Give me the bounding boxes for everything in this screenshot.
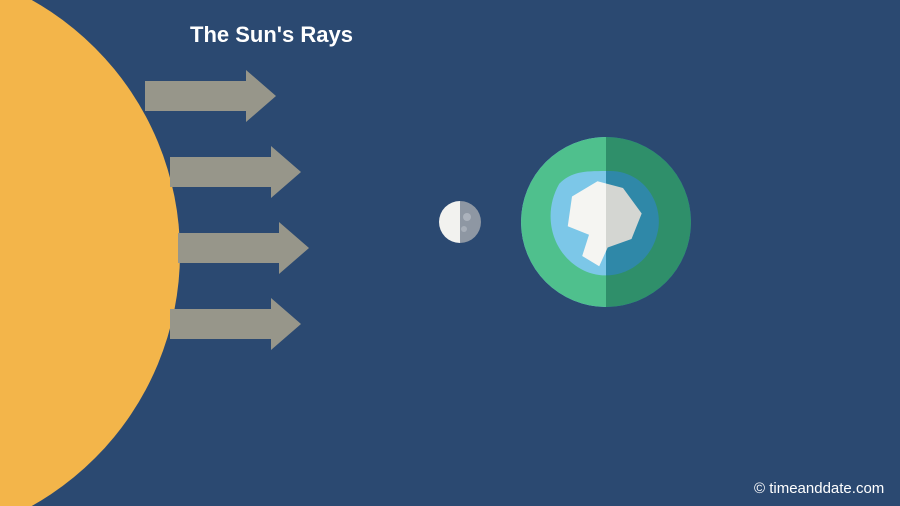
- sun: [0, 0, 180, 506]
- diagram-svg: [0, 0, 900, 506]
- credit-label: © timeanddate.com: [754, 480, 884, 497]
- ray-arrow-4: [170, 298, 301, 350]
- ray-arrow-1: [145, 70, 276, 122]
- ray-arrow-2: [170, 146, 301, 198]
- diagram-stage: The Sun's Rays © timeanddate.com: [0, 0, 900, 506]
- earth: [521, 137, 691, 307]
- ray-arrow-3: [178, 222, 309, 274]
- title-label: The Sun's Rays: [190, 22, 353, 48]
- moon: [439, 201, 481, 243]
